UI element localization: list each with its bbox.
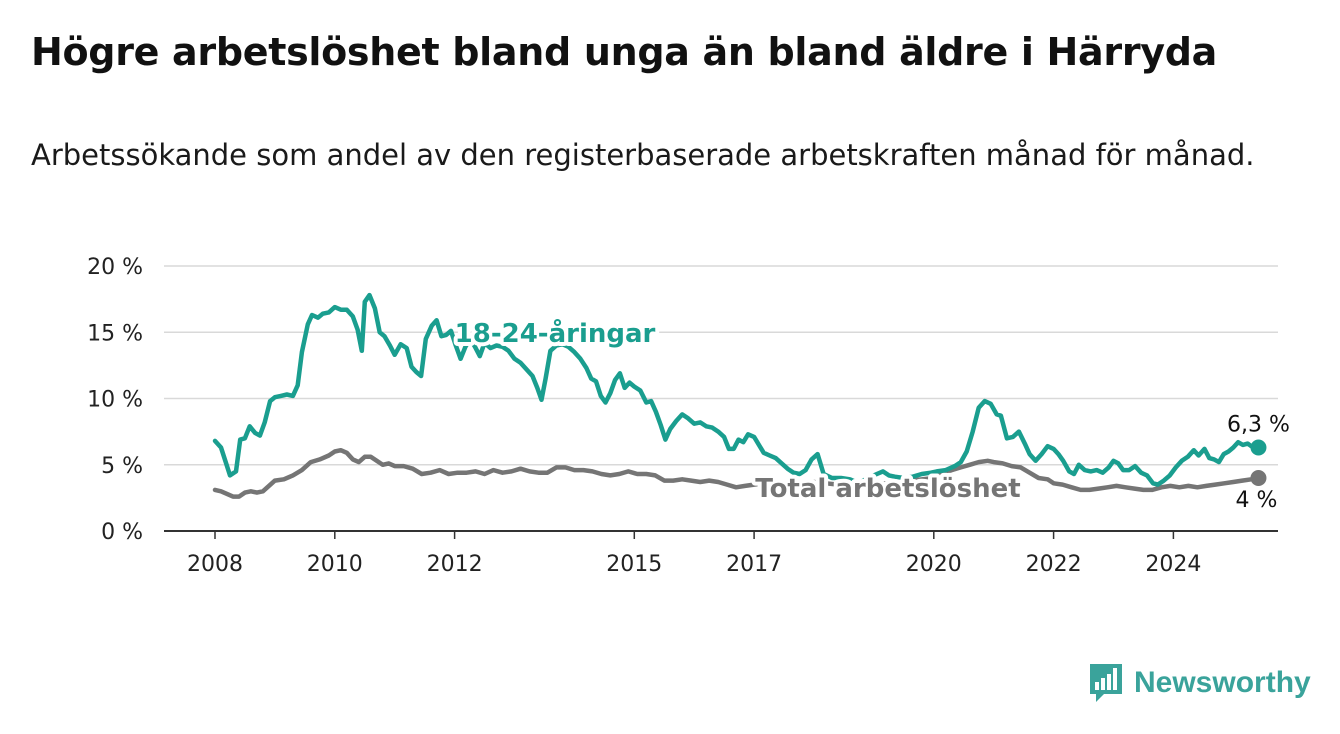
x-tick-label: 2012 xyxy=(427,552,483,577)
newsworthy-logo-icon xyxy=(1090,664,1122,702)
series-line-total xyxy=(212,447,1261,499)
brand-name: Newsworthy xyxy=(1134,666,1311,699)
x-tick-label: 2022 xyxy=(1026,552,1082,577)
y-tick-label: 15 % xyxy=(87,321,143,346)
newsworthy-brand: Newsworthy xyxy=(1088,660,1311,706)
y-tick-label: 5 % xyxy=(101,454,143,479)
y-tick-label: 10 % xyxy=(87,388,143,413)
x-tick-label: 2024 xyxy=(1145,552,1201,577)
chart-title: Högre arbetslöshet bland unga än bland ä… xyxy=(31,30,1217,74)
series-lines xyxy=(212,292,1267,499)
series-line-youth xyxy=(212,292,1261,487)
x-tick-label: 2017 xyxy=(726,552,782,577)
x-tick-label: 2010 xyxy=(307,552,363,577)
series-label-total: Total arbetslöshet xyxy=(755,474,1020,504)
y-tick-label: 20 % xyxy=(87,255,143,280)
chart-subtitle: Arbetssökande som andel av den registerb… xyxy=(31,138,1255,172)
end-label-total: 4 % xyxy=(1236,488,1278,513)
x-axis: 2008 2010 2012 2015 2017 2020 2022 2024 xyxy=(164,530,1278,577)
y-axis-tick-labels: 0 % 5 % 10 % 15 % 20 % xyxy=(87,255,143,545)
series-labels: 18-24-åringar Total arbetslöshet 6,3 % 4 % xyxy=(451,313,1290,513)
end-point-total xyxy=(1250,470,1267,486)
x-tick-label: 2008 xyxy=(187,552,243,577)
end-label-youth: 6,3 % xyxy=(1227,413,1290,438)
series-label-youth: 18-24-åringar xyxy=(455,317,656,349)
x-tick-label: 2015 xyxy=(606,552,662,577)
gridlines xyxy=(164,265,1278,466)
end-point-youth xyxy=(1250,439,1267,456)
y-tick-label: 0 % xyxy=(101,520,143,545)
x-tick-label: 2020 xyxy=(906,552,962,577)
